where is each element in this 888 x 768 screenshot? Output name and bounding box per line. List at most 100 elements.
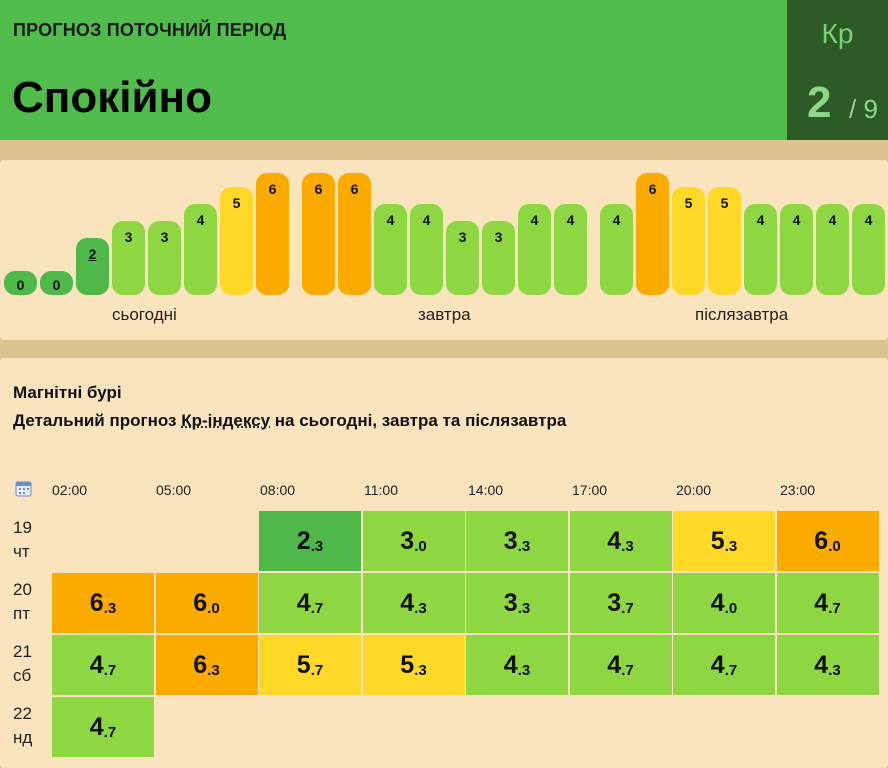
- kp-integer: 4: [710, 650, 725, 679]
- kp-cell: 4.7: [52, 697, 154, 757]
- kp-bar: 0: [40, 271, 73, 295]
- kp-cell: 4.7: [673, 635, 775, 695]
- kp-bar: 4: [554, 204, 587, 295]
- kp-bar: 2: [76, 238, 109, 295]
- time-column-header: 23:00: [780, 482, 816, 498]
- kp-integer: 4: [89, 650, 104, 679]
- kp-integer: 2: [296, 526, 311, 555]
- storms-description: Детальний прогноз Кр-індексу на сьогодні…: [13, 411, 566, 431]
- kp-bar: 3: [148, 221, 181, 295]
- day-label-today: сьогодні: [112, 305, 177, 324]
- kp-fraction: .3: [621, 537, 634, 555]
- row-date: 22 нд: [13, 702, 32, 750]
- kp-cell: 3.7: [569, 573, 672, 633]
- kp-bar-value: 4: [612, 212, 621, 228]
- row-weekday: сб: [13, 666, 32, 685]
- kp-bar-value: 4: [422, 212, 431, 228]
- kp-cell: 6.3: [155, 635, 258, 695]
- storms-desc-suffix: на сьогодні, завтра та післязавтра: [270, 411, 567, 430]
- kp-bar-value: 3: [124, 229, 133, 245]
- kp-cell: 3.3: [466, 573, 568, 633]
- kp-fraction: .7: [103, 661, 117, 679]
- kp-integer: 4: [607, 526, 622, 555]
- kp-bar-value: 5: [684, 195, 693, 211]
- kp-bar-value: 0: [52, 277, 61, 293]
- kp-bar: 4: [374, 204, 407, 295]
- kp-bar: 3: [112, 221, 145, 295]
- kp-cell: 4.3: [466, 635, 568, 695]
- kp-integer: 5: [400, 650, 415, 679]
- kp-cell: 4.3: [776, 635, 879, 695]
- magnetic-storms-panel: Магнітні бурі Детальний прогноз Кр-індек…: [0, 358, 888, 768]
- kp-bar: 6: [636, 173, 669, 295]
- row-date: 21 сб: [13, 640, 32, 688]
- kp-bar-value: 6: [268, 181, 277, 197]
- kp-bar-value: 6: [314, 181, 323, 197]
- row-day: 21: [13, 642, 32, 661]
- status-text: Спокійно: [12, 73, 212, 122]
- kp-bar: 5: [672, 187, 705, 295]
- kp-bar: 6: [256, 173, 289, 295]
- row-weekday: чт: [13, 542, 30, 561]
- kp-bar: 0: [4, 271, 37, 295]
- kp-fraction: .3: [517, 537, 531, 555]
- kp-integer: 6: [193, 650, 208, 679]
- kp-integer: 3: [503, 588, 518, 617]
- kp-cell: 5.3: [673, 511, 775, 571]
- kp-bar-value: 4: [386, 212, 395, 228]
- kp-cell: 4.7: [52, 635, 154, 695]
- row-date: 20 пт: [13, 578, 32, 626]
- kp-cell: 4.7: [776, 573, 879, 633]
- kp-bar: 5: [220, 187, 253, 295]
- row-day: 20: [13, 580, 32, 599]
- kp-bar-value: 4: [196, 212, 205, 228]
- kp-bar-value: 3: [160, 229, 169, 245]
- kp-max: / 9: [849, 94, 878, 124]
- kp-bar-value: 4: [792, 212, 801, 228]
- status-section: ПРОГНОЗ ПОТОЧНИЙ ПЕРІОД Спокійно: [0, 0, 786, 140]
- row-day: 19: [13, 518, 32, 537]
- kp-fraction: .0: [414, 537, 427, 555]
- kp-bar-value: 5: [720, 195, 729, 211]
- kp-bar: 3: [446, 221, 479, 295]
- kp-fraction: .3: [517, 599, 531, 617]
- kp-fraction: .7: [103, 723, 117, 741]
- kp-fraction: .3: [828, 661, 841, 679]
- kp-fraction: .7: [828, 599, 841, 617]
- kp-cell: 6.0: [776, 511, 879, 571]
- kp-fraction: .3: [517, 661, 531, 679]
- kp-value: 2: [807, 78, 832, 127]
- time-column-header: 02:00: [52, 482, 88, 498]
- row-day: 22: [13, 704, 32, 723]
- kp-bar-value: 4: [864, 212, 873, 228]
- kp-bar: 6: [302, 173, 335, 295]
- kp-bar: 4: [518, 204, 551, 295]
- kp-cell: 4.3: [362, 573, 465, 633]
- kp-integer: 5: [710, 526, 725, 555]
- kp-integer: 3: [607, 588, 622, 617]
- kp-index-link[interactable]: Кр-індексу: [181, 411, 271, 430]
- kp-fraction: .7: [310, 599, 324, 617]
- kp-fraction: .3: [414, 599, 427, 617]
- kp-integer: 6: [193, 588, 208, 617]
- kp-fraction: .7: [310, 661, 324, 679]
- calendar-icon[interactable]: [15, 480, 32, 497]
- kp-bar-value: 4: [756, 212, 765, 228]
- day-label-after-tomorrow: післязавтра: [695, 305, 789, 324]
- kp-fraction: .7: [621, 599, 634, 617]
- kp-integer: 4: [89, 712, 104, 741]
- kp-integer: 4: [814, 650, 829, 679]
- kp-integer: 3: [400, 526, 415, 555]
- kp-bar-value: 4: [530, 212, 539, 228]
- storms-title: Магнітні бурі: [13, 383, 122, 402]
- kp-fraction: .3: [414, 661, 427, 679]
- kp-fraction: .3: [724, 537, 738, 555]
- kp-integer: 5: [296, 650, 311, 679]
- kp-cell: 4.7: [259, 573, 361, 633]
- kp-bar-value: 5: [232, 195, 241, 211]
- kp-bar-value: 3: [458, 229, 467, 245]
- kp-integer: 4: [814, 588, 829, 617]
- kp-bar: 4: [816, 204, 849, 295]
- time-column-header: 05:00: [156, 482, 192, 498]
- kp-integer: 6: [814, 526, 829, 555]
